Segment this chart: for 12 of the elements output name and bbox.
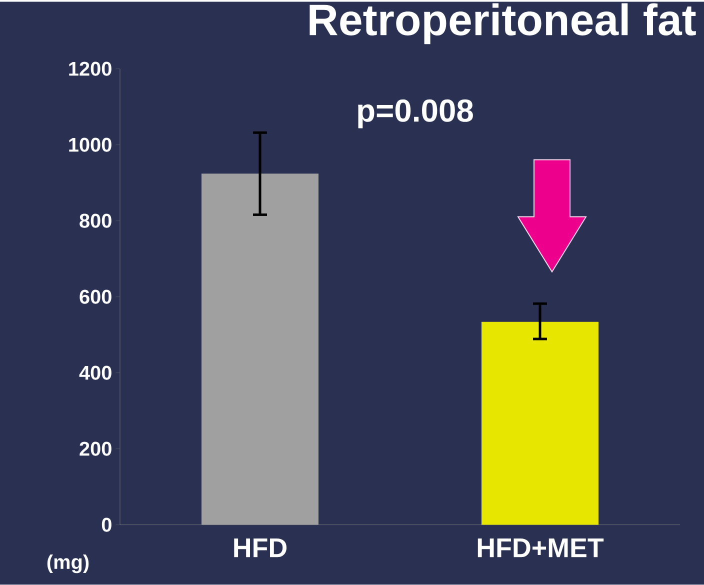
x-tick-label: HFD+MET [478, 538, 604, 558]
y-tick-label: 400 [79, 366, 112, 380]
y-tick-label: 800 [80, 214, 112, 228]
y-tick-label: 600 [80, 290, 112, 304]
y-tick-label: 1000 [69, 138, 112, 152]
annotation: p=0.008 [358, 99, 473, 128]
y-axis-title: (mg) [47, 554, 89, 574]
y-tick-label: 200 [80, 442, 112, 456]
chart-title: Retroperitoneal fat [310, 3, 696, 44]
x-tick-label: HFD [234, 538, 287, 558]
y-tick-label: 1200 [69, 62, 112, 76]
y-tick-label: 0 [102, 518, 112, 532]
